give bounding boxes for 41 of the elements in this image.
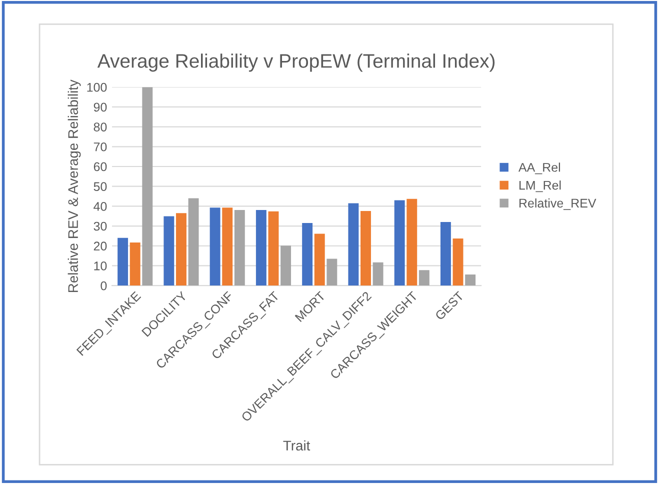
y-tick-label: 100 [87, 82, 107, 92]
bar [302, 223, 313, 286]
chart-title: Average Reliability v PropEW (Terminal Index) [97, 54, 495, 72]
legend-label: LM_Rel [519, 180, 561, 192]
y-tick-label: 70 [94, 142, 107, 152]
bar [465, 274, 476, 286]
bar [234, 210, 245, 286]
bar [164, 216, 174, 286]
bar [314, 234, 325, 286]
bar [280, 246, 292, 286]
bar [348, 203, 359, 286]
y-tick-label: 60 [94, 162, 107, 172]
y-tick-label: 40 [94, 202, 107, 211]
y-axis-title: Relative REV & Average Reliability [68, 80, 81, 292]
legend-label: Relative_REV [519, 198, 596, 210]
bar [256, 210, 266, 286]
bar [118, 238, 128, 286]
y-tick-label: 10 [94, 262, 107, 270]
bar [210, 208, 220, 286]
bar [326, 258, 338, 286]
bar [268, 211, 279, 286]
y-tick-label: 80 [94, 122, 107, 132]
y-tick-label: 20 [94, 242, 107, 251]
bar [222, 208, 233, 286]
bar [130, 242, 140, 286]
y-tick-label: 0 [100, 281, 107, 290]
x-axis-title: Trait [283, 440, 310, 451]
y-tick-label: 30 [94, 222, 107, 231]
y-tick-label: 90 [94, 102, 107, 112]
bar [406, 198, 418, 286]
y-tick-label: 50 [94, 182, 107, 191]
bar [360, 210, 371, 286]
bar [372, 262, 384, 286]
bar [440, 222, 451, 286]
bar [452, 238, 464, 286]
legend-label: AA_Rel [518, 162, 560, 174]
bar [188, 198, 199, 286]
bar [176, 213, 186, 286]
bar [142, 87, 153, 286]
bar [418, 270, 430, 286]
bar [394, 200, 405, 286]
